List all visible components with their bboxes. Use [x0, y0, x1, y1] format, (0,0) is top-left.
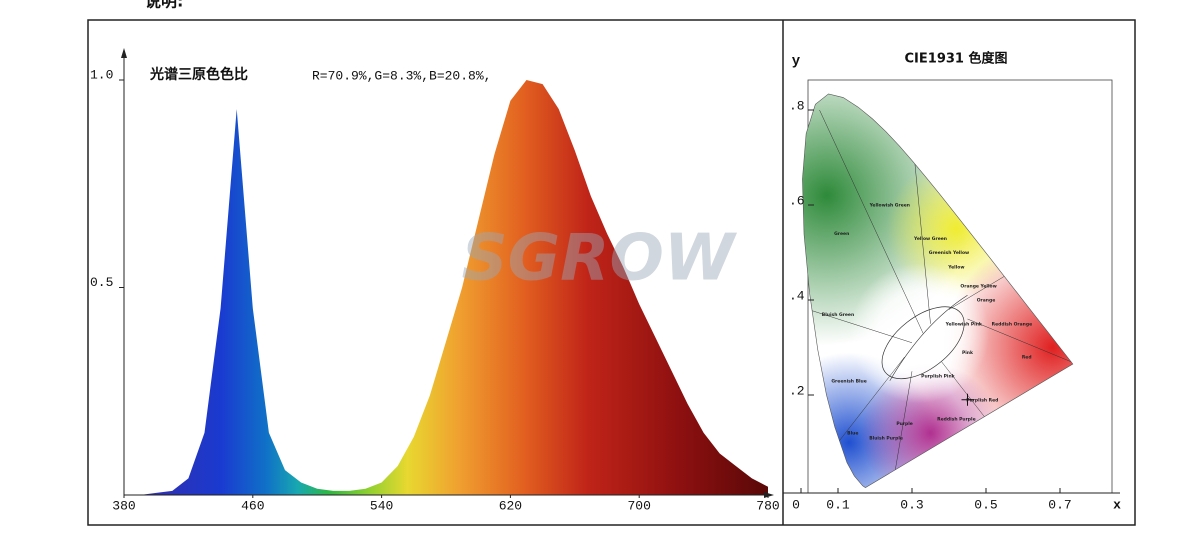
region-label: Bluish Green — [822, 312, 854, 318]
x-tick-label: 0.3 — [900, 497, 923, 512]
region-label: Red — [1022, 355, 1032, 361]
frame — [87, 19, 1136, 526]
white-region — [881, 306, 965, 380]
spectral-locus — [802, 93, 1074, 488]
region-label: Blue — [847, 431, 858, 437]
region-label: Yellowish Green — [869, 203, 910, 209]
chromaticity-point — [961, 393, 974, 406]
region-line — [819, 109, 924, 334]
chart-title: CIE1931 色度图 — [905, 51, 1008, 67]
x-arrow — [764, 492, 774, 498]
spectrum-area — [124, 80, 768, 495]
color-glow — [849, 263, 990, 404]
region-line — [837, 356, 905, 443]
spectrum-chart: SGROW 0.5 1.0 380 460 540 620 700 780 光谱三原色色比 R=70… — [90, 48, 780, 513]
x-tick-label: 0.5 — [974, 497, 997, 512]
y-axis-label: y — [792, 54, 801, 70]
x-tick-label: 0 — [792, 497, 800, 512]
region-line — [911, 133, 931, 324]
caption: 说明: — [145, 0, 183, 11]
region-label: Greenish Yellow — [929, 250, 969, 256]
region-label: Purple — [896, 421, 913, 427]
y-tick-label: 1.0 — [90, 67, 113, 82]
region-line — [893, 371, 913, 481]
region-line — [808, 309, 913, 343]
x-tick-label: 780 — [756, 498, 779, 513]
region-label: Greenish Blue — [831, 378, 866, 384]
x-tick-label: 380 — [112, 498, 135, 513]
region-label: Bluish Purple — [869, 435, 903, 441]
y-tick-label: 0.5 — [90, 275, 113, 290]
chart-subtitle: R=70.9%,G=8.3%,B=20.8%, — [312, 68, 491, 83]
region-label: Orange Yellow — [960, 283, 996, 289]
x-tick-label: 700 — [627, 498, 650, 513]
x-axis-label: x — [1113, 497, 1121, 512]
region-label: Reddish Orange — [992, 321, 1033, 327]
planckian-locus — [889, 294, 968, 381]
x-tick-label: 0.7 — [1048, 497, 1071, 512]
region-label: Orange — [977, 298, 996, 304]
chart-title: 光谱三原色色比 — [149, 66, 248, 83]
x-tick-label: 460 — [241, 498, 264, 513]
y-tick-label: .2 — [789, 383, 805, 398]
watermark: SGROW — [462, 222, 738, 296]
region-label: Green — [834, 231, 849, 237]
y-tick-label: .4 — [789, 288, 805, 303]
y-tick-label: .8 — [789, 98, 805, 113]
region-label: Yellow Green — [913, 236, 947, 242]
chromaticity-fill — [802, 93, 1073, 488]
y-arrow — [121, 48, 127, 58]
region-line — [967, 318, 1072, 362]
region-label: Purplish Pink — [921, 374, 956, 380]
x-tick-label: 540 — [370, 498, 393, 513]
color-glow — [942, 237, 1073, 458]
y-tick-label: .6 — [789, 193, 805, 208]
region-label: Pink — [962, 350, 974, 356]
region-label: Reddish Purple — [937, 416, 976, 422]
region-line — [948, 276, 1005, 310]
x-tick-label: 620 — [499, 498, 522, 513]
region-label: Purplish Red — [966, 397, 998, 403]
cie-chart: Green Yellowish Green Yellow Green Greenish… — [783, 51, 1121, 512]
region-label: Yellowish Pink — [945, 321, 983, 327]
region-label: Yellow — [947, 264, 964, 270]
x-tick-label: 0.1 — [826, 497, 850, 512]
